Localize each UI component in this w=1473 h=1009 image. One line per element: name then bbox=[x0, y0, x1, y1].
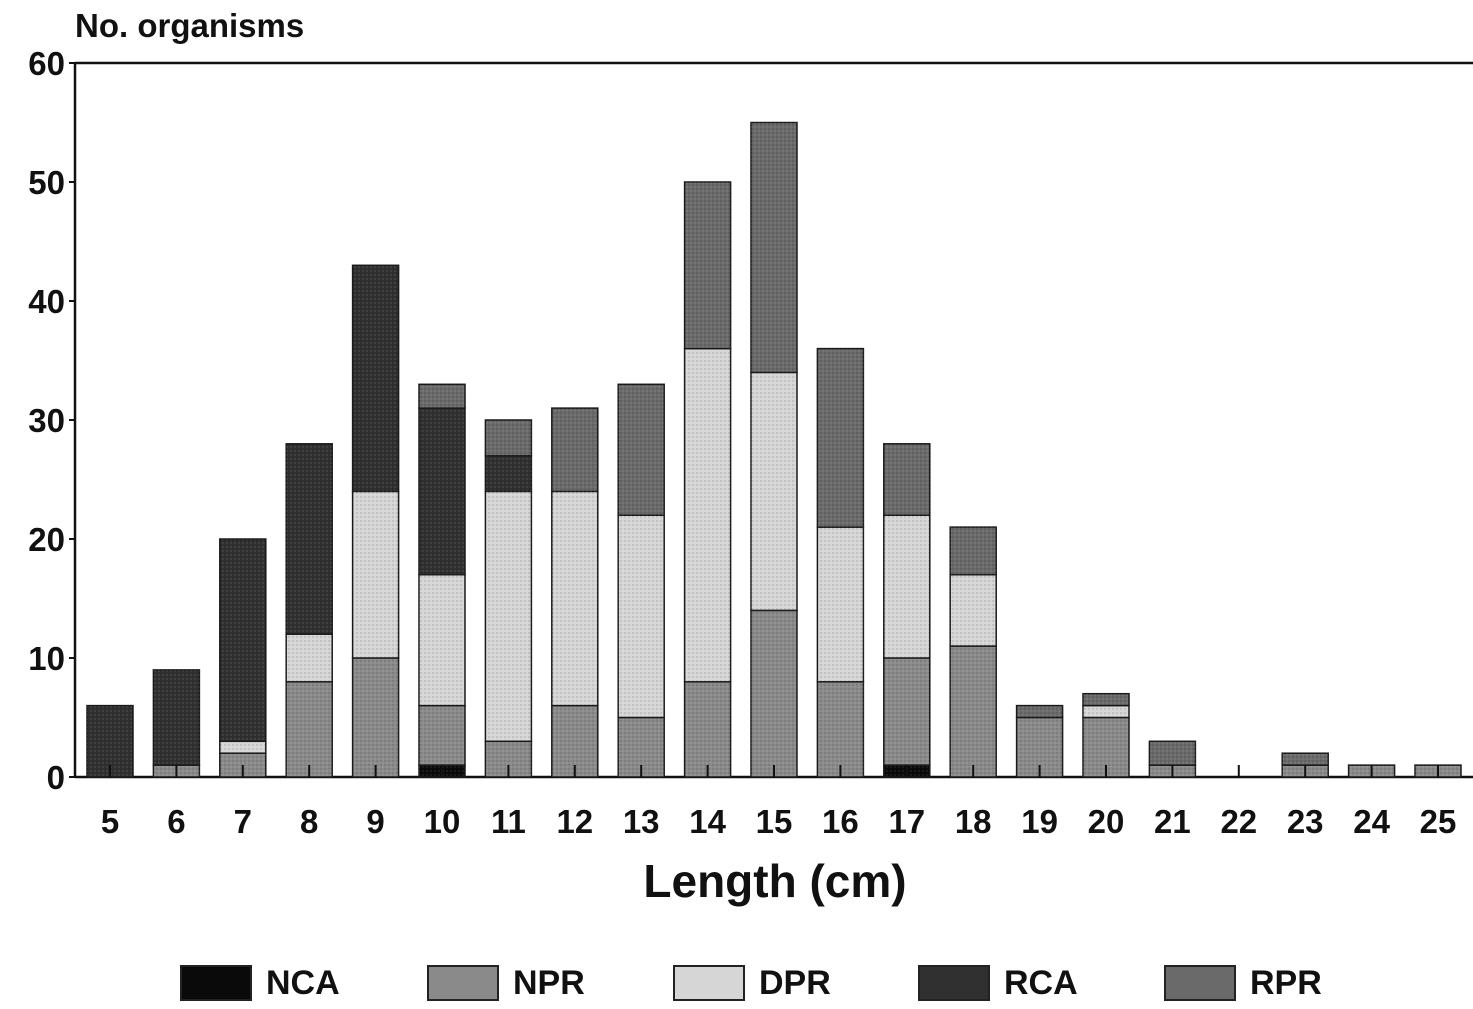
legend-swatch-nca bbox=[180, 965, 252, 1001]
legend-label-npr: NPR bbox=[513, 963, 585, 1002]
bar-segment-rpr-17 bbox=[883, 443, 931, 516]
bar-segment-rca-7 bbox=[219, 538, 267, 743]
x-tick-label: 14 bbox=[689, 803, 726, 840]
y-axis-label: No. organisms bbox=[75, 7, 304, 44]
bar-segment-rca-8 bbox=[285, 443, 333, 635]
y-tick-label: 40 bbox=[28, 283, 65, 320]
bar-segment-dpr-7 bbox=[219, 740, 267, 754]
legend-item-rca: RCA bbox=[918, 963, 1078, 1003]
x-tick-label: 16 bbox=[822, 803, 859, 840]
x-tick-label: 25 bbox=[1420, 803, 1457, 840]
x-tick-label: 5 bbox=[101, 803, 119, 840]
bar-segment-rpr-18 bbox=[949, 526, 997, 576]
x-tick-label: 19 bbox=[1021, 803, 1058, 840]
x-tick-label: 23 bbox=[1287, 803, 1324, 840]
bar-segment-rca-9 bbox=[351, 264, 400, 493]
bar-segment-rpr-10 bbox=[418, 383, 466, 409]
bar-segment-dpr-14 bbox=[683, 347, 732, 683]
legend-label-nca: NCA bbox=[266, 963, 340, 1002]
bar-segment-dpr-10 bbox=[418, 573, 466, 707]
y-tick-label: 50 bbox=[28, 164, 65, 201]
x-tick-label: 22 bbox=[1220, 803, 1257, 840]
bar-segment-dpr-12 bbox=[551, 490, 599, 707]
bar-segment-rpr-19 bbox=[1015, 704, 1064, 719]
x-tick-label: 7 bbox=[234, 803, 252, 840]
bar-segment-rpr-14 bbox=[683, 181, 732, 350]
y-tick-label: 0 bbox=[47, 759, 65, 796]
bar-segment-dpr-11 bbox=[484, 490, 533, 743]
legend-label-dpr: DPR bbox=[759, 963, 831, 1002]
x-tick-label: 18 bbox=[955, 803, 992, 840]
bar-segment-dpr-18 bbox=[949, 573, 997, 647]
legend-item-npr: NPR bbox=[427, 963, 585, 1003]
bar-segment-rca-11 bbox=[484, 454, 533, 493]
bar-segment-rpr-15 bbox=[750, 121, 798, 374]
legend-label-rca: RCA bbox=[1004, 963, 1078, 1002]
x-tick-label: 21 bbox=[1154, 803, 1191, 840]
bar-segment-dpr-15 bbox=[750, 371, 798, 612]
bar-segment-dpr-17 bbox=[883, 514, 931, 659]
x-tick-label: 11 bbox=[491, 803, 526, 840]
legend-swatch-rpr bbox=[1164, 965, 1236, 1001]
bar-segment-rpr-23 bbox=[1281, 752, 1329, 766]
y-tick-label: 30 bbox=[28, 402, 65, 439]
bar-segment-rpr-16 bbox=[816, 347, 865, 528]
bar-segment-rpr-12 bbox=[551, 407, 599, 493]
x-axis-label: Length (cm) bbox=[643, 855, 906, 907]
bar-segment-dpr-8 bbox=[285, 633, 333, 683]
legend-item-dpr: DPR bbox=[673, 963, 831, 1003]
y-tick-label: 20 bbox=[28, 521, 65, 558]
legend-item-rpr: RPR bbox=[1164, 963, 1322, 1003]
x-tick-label: 9 bbox=[366, 803, 384, 840]
bar-segment-npr-10 bbox=[418, 704, 466, 766]
x-tick-label: 13 bbox=[623, 803, 660, 840]
x-tick-label: 17 bbox=[888, 803, 925, 840]
bar-segment-npr-18 bbox=[949, 645, 997, 778]
x-tick-label: 24 bbox=[1353, 803, 1390, 840]
legend-swatch-dpr bbox=[673, 965, 745, 1001]
bar-segment-dpr-13 bbox=[617, 514, 665, 719]
bar-segment-npr-8 bbox=[285, 681, 333, 778]
legend-swatch-npr bbox=[427, 965, 499, 1001]
bar-segment-rpr-20 bbox=[1082, 692, 1130, 707]
bar-segment-npr-17 bbox=[883, 657, 931, 766]
legend-item-nca: NCA bbox=[180, 963, 340, 1003]
bar-segment-dpr-20 bbox=[1082, 704, 1130, 719]
bar-segment-rca-10 bbox=[418, 407, 466, 576]
bar-segment-dpr-16 bbox=[816, 526, 865, 683]
x-tick-label: 8 bbox=[300, 803, 318, 840]
x-tick-label: 20 bbox=[1088, 803, 1125, 840]
legend-label-rpr: RPR bbox=[1250, 963, 1322, 1002]
y-tick-label: 10 bbox=[28, 640, 65, 677]
bar-segment-dpr-9 bbox=[351, 490, 400, 659]
legend: NCA NPR DPR RCA RPR bbox=[0, 955, 1473, 1009]
bar-segment-npr-9 bbox=[351, 657, 400, 778]
bar-segment-rca-6 bbox=[152, 669, 201, 766]
x-tick-label: 10 bbox=[424, 803, 461, 840]
x-tick-label: 15 bbox=[756, 803, 793, 840]
bar-segment-npr-14 bbox=[683, 681, 732, 778]
bar-segment-npr-15 bbox=[750, 609, 798, 778]
legend-swatch-rca bbox=[918, 965, 990, 1001]
x-tick-label: 12 bbox=[556, 803, 593, 840]
bar-segment-rpr-13 bbox=[617, 383, 665, 516]
x-tick-label: 6 bbox=[167, 803, 185, 840]
bar-segment-rpr-21 bbox=[1148, 740, 1197, 766]
y-tick-label: 60 bbox=[28, 45, 65, 82]
stacked-bar-chart: No. organisms 0 10 20 30 40 50 60 5 6 7 8 9 10 11 12 13… bbox=[28, 7, 1473, 907]
plot-area: 0 10 20 30 40 50 60 5 6 7 8 9 10 11 12 13 14 15 16 17 18 19 20… bbox=[28, 45, 1473, 840]
bar-segment-npr-16 bbox=[816, 681, 865, 778]
bar-segment-rpr-11 bbox=[484, 419, 533, 457]
